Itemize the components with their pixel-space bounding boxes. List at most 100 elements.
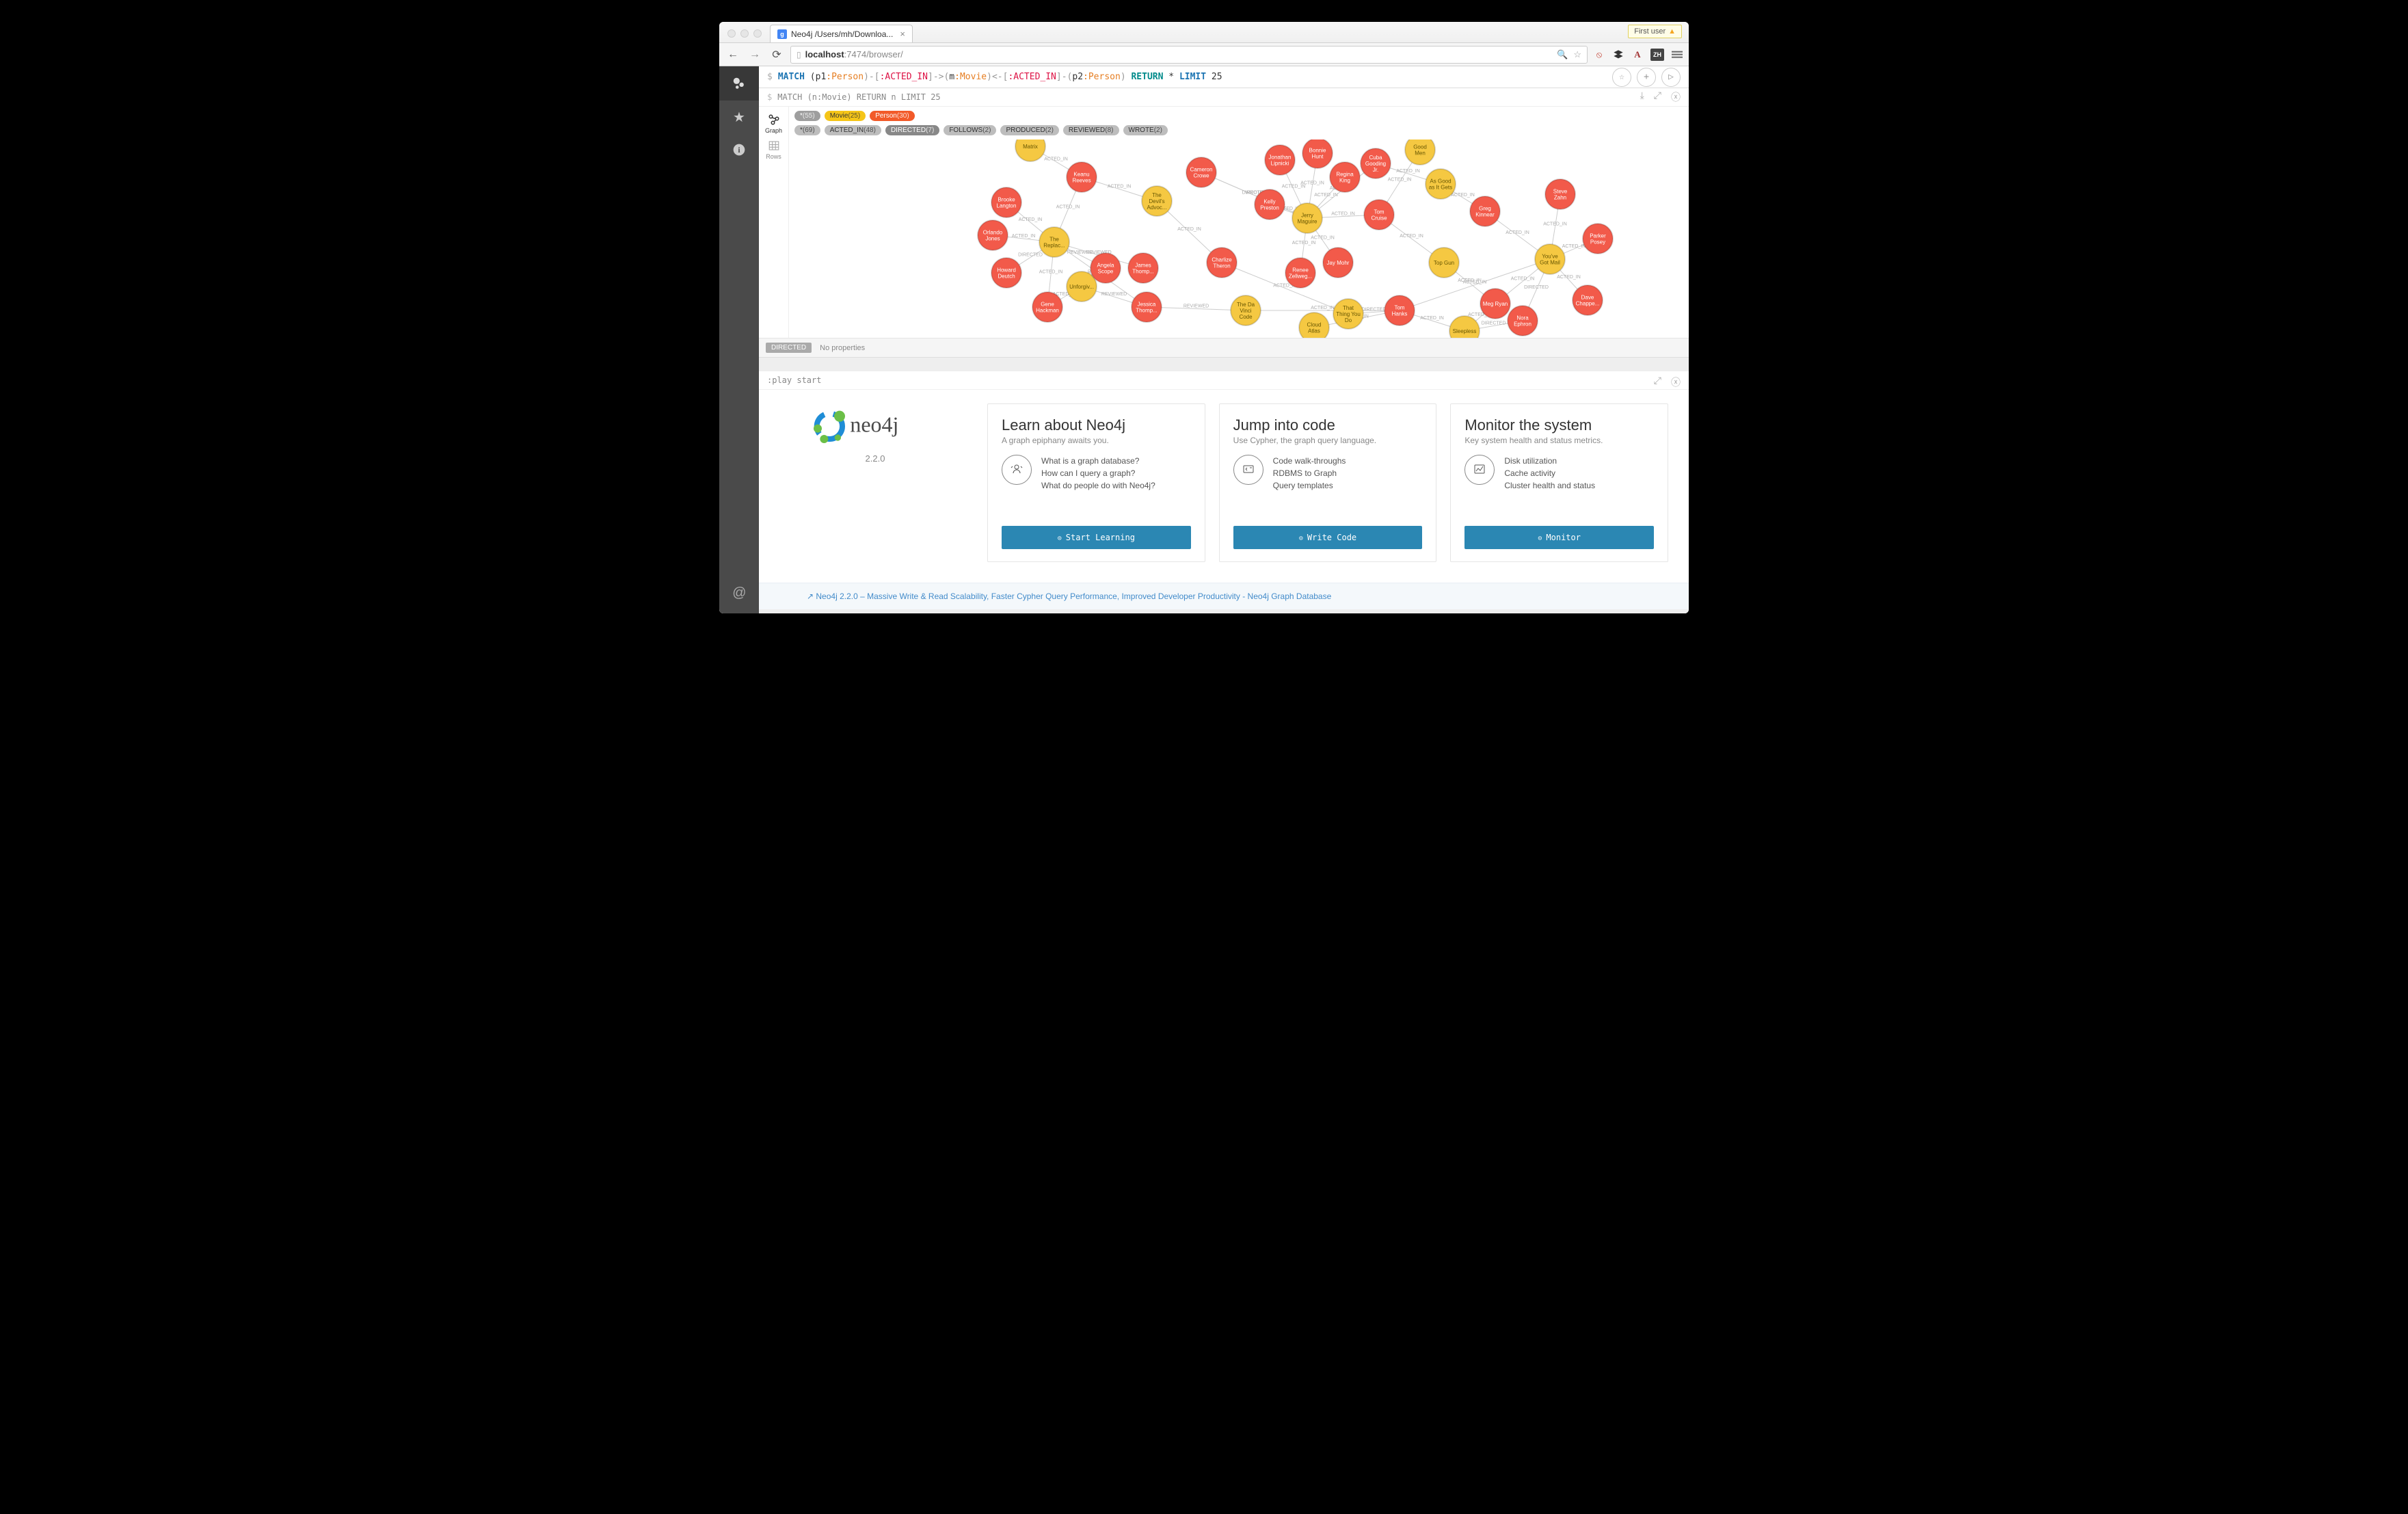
query-editor[interactable]: $ MATCH (p1:Person)-[:ACTED_IN]->(m:Movi… [759, 66, 1689, 88]
card-list-item[interactable]: What is a graph database? [1041, 455, 1155, 467]
pill-directed[interactable]: DIRECTED(7) [885, 125, 939, 135]
expand-icon[interactable]: ⤢ [1654, 375, 1661, 389]
pill-wrote[interactable]: WROTE(2) [1123, 125, 1168, 135]
graph-node[interactable]: Jay Mohr [1323, 248, 1353, 278]
graph-node[interactable]: JamesThomp... [1128, 253, 1158, 283]
graph-node[interactable]: TheDevil'sAdvoc... [1142, 186, 1172, 216]
pill-person[interactable]: Person(30) [870, 111, 914, 121]
card-action-button[interactable]: Monitor [1464, 526, 1654, 549]
graph-node[interactable]: OrlandoJones [978, 220, 1008, 250]
pill-*[interactable]: *(69) [794, 125, 820, 135]
graph-node[interactable]: ParkerPosey [1583, 224, 1613, 254]
card-list-item[interactable]: Query templates [1273, 479, 1346, 492]
graph-node[interactable]: KeanuReeves [1067, 162, 1097, 192]
card-list-item[interactable]: RDBMS to Graph [1273, 467, 1346, 479]
expand-icon[interactable]: ⤢ [1654, 90, 1661, 104]
rows-view-button[interactable]: Rows [762, 137, 786, 163]
pill-produced[interactable]: PRODUCED(2) [1000, 125, 1058, 135]
adblock-icon[interactable]: ⦸ [1593, 49, 1605, 61]
graph-node[interactable]: ThatThing YouDo [1333, 299, 1363, 329]
card-list-item[interactable]: What do people do with Neo4j? [1041, 479, 1155, 492]
graph-node[interactable]: GoodMen [1405, 140, 1435, 165]
info-icon[interactable]: i [719, 133, 759, 166]
graph-node[interactable]: TheReplac... [1039, 227, 1069, 257]
graph-node[interactable]: JerryMaguire [1292, 203, 1322, 233]
zh-ext-icon[interactable]: ZH [1650, 49, 1664, 61]
graph-node[interactable]: Top Gun [1429, 248, 1459, 278]
graph-node[interactable]: JonathanLipnicki [1265, 145, 1295, 175]
tab-close-icon[interactable]: × [900, 29, 905, 39]
card-list-item[interactable]: Disk utilization [1504, 455, 1595, 467]
card-list-item[interactable]: Code walk-throughs [1273, 455, 1346, 467]
graph-node[interactable]: ReginaKing [1330, 162, 1360, 192]
card-action-button[interactable]: Write Code [1233, 526, 1423, 549]
window-controls[interactable] [727, 29, 762, 38]
graph-node[interactable]: CharlizeTheron [1207, 248, 1237, 278]
pill-follows[interactable]: FOLLOWS(2) [944, 125, 996, 135]
graph-node[interactable]: CubaGoodingJr. [1361, 148, 1391, 178]
feedback-icon[interactable]: @ [719, 581, 759, 613]
chrome-menu-icon[interactable] [1671, 49, 1683, 61]
add-query-button[interactable]: + [1637, 68, 1656, 87]
graph-node[interactable]: You'veGot Mail [1535, 244, 1565, 274]
graph-node[interactable]: SteveZahn [1545, 179, 1575, 209]
card-action-button[interactable]: Start Learning [1002, 526, 1191, 549]
favicon-icon: g [777, 29, 787, 39]
news-banner[interactable]: ↗ Neo4j 2.2.0 – Massive Write & Read Sca… [759, 583, 1689, 609]
reload-button[interactable]: ⟳ [768, 48, 785, 62]
graph-node[interactable]: Matrix [1015, 140, 1045, 161]
graph-node[interactable]: GeneHackman [1032, 292, 1062, 322]
graph-node[interactable]: HowardDeutch [991, 258, 1021, 288]
font-ext-icon[interactable]: A [1631, 49, 1644, 61]
graph-node[interactable]: The DaVinciCode [1231, 295, 1261, 326]
graph-node[interactable]: ReneeZellweg... [1285, 258, 1315, 288]
browser-tab[interactable]: g Neo4j /Users/mh/Downloa... × [770, 25, 913, 42]
svg-text:ACTED_IN: ACTED_IN [1396, 169, 1420, 174]
card-list-item[interactable]: How can I query a graph? [1041, 467, 1155, 479]
svg-text:ACTED_IN: ACTED_IN [1400, 234, 1423, 239]
graph-node[interactable]: NoraEphron [1508, 306, 1538, 336]
card-list-item[interactable]: Cluster health and status [1504, 479, 1595, 492]
graph-node[interactable]: BrookeLangton [991, 187, 1021, 217]
close-frame-icon[interactable]: ⓧ [1671, 90, 1681, 104]
download-icon[interactable]: ⤓ [1640, 90, 1644, 104]
close-frame-icon[interactable]: ⓧ [1671, 375, 1681, 389]
graph-node[interactable]: CloudAtlas [1299, 313, 1329, 338]
graph-visualization[interactable]: ACTED_INACTED_INACTED_INACTED_INACTED_IN… [789, 140, 1689, 338]
graph-node[interactable]: CameronCrowe [1186, 157, 1216, 187]
graph-node[interactable]: Sleepless [1449, 316, 1480, 338]
search-icon[interactable]: 🔍 [1557, 49, 1568, 60]
graph-view-button[interactable]: Graph [762, 111, 786, 137]
sidebar: ★ i @ [719, 66, 759, 613]
db-icon[interactable] [719, 66, 759, 101]
graph-node[interactable]: AngelaScope [1091, 253, 1121, 283]
pill-*[interactable]: *(55) [794, 111, 820, 121]
graph-node[interactable]: TomCruise [1364, 200, 1394, 230]
graph-node[interactable]: As Goodas It Gets [1426, 169, 1456, 199]
graph-node[interactable]: GregKinnear [1470, 196, 1500, 226]
back-button[interactable]: ← [725, 49, 741, 61]
pill-acted_in[interactable]: ACTED_IN(48) [825, 125, 881, 135]
graph-node[interactable]: BonnieHunt [1302, 140, 1333, 168]
graph-node[interactable]: DaveChappe... [1573, 285, 1603, 315]
chrome-tabstrip: g Neo4j /Users/mh/Downloa... × First use… [719, 22, 1689, 66]
graph-node[interactable]: Meg Ryan [1480, 289, 1510, 319]
graph-node[interactable]: KellyPreston [1255, 189, 1285, 220]
svg-text:ACTED_IN: ACTED_IN [1557, 275, 1581, 280]
pill-movie[interactable]: Movie(25) [825, 111, 866, 121]
forward-button[interactable]: → [747, 49, 763, 61]
card-list-item[interactable]: Cache activity [1504, 467, 1595, 479]
buffer-icon[interactable] [1612, 49, 1624, 61]
favorite-query-button[interactable]: ☆ [1612, 68, 1631, 87]
first-user-button[interactable]: First user ▲ [1628, 25, 1682, 38]
pill-reviewed[interactable]: REVIEWED(8) [1063, 125, 1119, 135]
graph-node[interactable]: TomHanks [1384, 295, 1415, 326]
run-query-button[interactable]: ▷ [1661, 68, 1681, 87]
version-text: 2.2.0 [866, 453, 885, 464]
omnibox[interactable]: ▯ localhost:7474/browser/ 🔍 ☆ [790, 46, 1588, 64]
graph-node[interactable]: JessicaThomp... [1132, 292, 1162, 322]
graph-area[interactable]: *(55) Movie(25) Person(30) *(69) ACTED_IN(4… [789, 107, 1689, 338]
bookmark-icon[interactable]: ☆ [1573, 49, 1581, 60]
favorites-icon[interactable]: ★ [719, 101, 759, 133]
card-subtitle: Use Cypher, the graph query language. [1233, 436, 1423, 445]
